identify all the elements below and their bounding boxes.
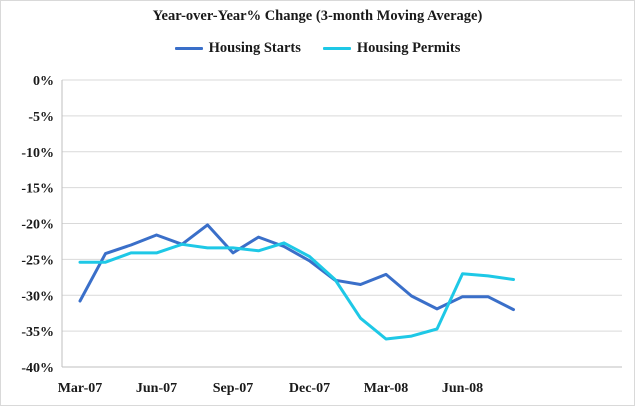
x-tick-label: Dec-07 bbox=[289, 381, 330, 396]
data-point-housing-starts bbox=[435, 307, 439, 311]
data-point-housing-permits bbox=[512, 278, 515, 281]
chart-title: Year-over-Year% Change (3-month Moving A… bbox=[152, 8, 483, 24]
x-tick-label: Jun-07 bbox=[136, 381, 177, 396]
data-point-housing-starts bbox=[410, 294, 413, 298]
y-tick-label: -40% bbox=[21, 361, 54, 376]
data-point-housing-permits bbox=[282, 241, 286, 245]
data-point-housing-starts bbox=[257, 235, 260, 239]
data-point-housing-starts bbox=[206, 223, 209, 227]
y-tick-label: -10% bbox=[21, 146, 54, 161]
data-point-housing-starts bbox=[308, 259, 311, 263]
y-tick-label: -35% bbox=[21, 325, 54, 340]
data-point-housing-permits bbox=[257, 249, 260, 252]
data-point-housing-permits bbox=[104, 261, 107, 264]
axes bbox=[61, 80, 622, 368]
x-tick-label: Mar-08 bbox=[364, 381, 409, 396]
x-tick-label: Sep-07 bbox=[213, 381, 253, 396]
legend-entry-housing-permits: Housing Permits bbox=[322, 40, 461, 57]
data-point-housing-permits bbox=[155, 251, 158, 255]
x-tick-label: Jun-08 bbox=[442, 381, 483, 396]
data-point-housing-permits bbox=[78, 261, 82, 264]
y-tick-label: -5% bbox=[28, 110, 54, 125]
data-point-housing-starts bbox=[461, 295, 464, 298]
data-point-housing-permits bbox=[129, 251, 133, 255]
data-point-housing-permits bbox=[180, 243, 184, 246]
series-lines bbox=[78, 223, 515, 341]
x-tick-label: Mar-07 bbox=[58, 381, 103, 396]
y-tick-label: -25% bbox=[21, 253, 54, 268]
data-point-housing-permits bbox=[435, 327, 439, 331]
chart-legend: Housing Starts Housing Permits bbox=[0, 40, 635, 57]
data-point-housing-permits bbox=[231, 246, 235, 250]
data-point-housing-permits bbox=[308, 255, 311, 258]
data-point-housing-starts bbox=[78, 299, 82, 303]
data-point-housing-permits bbox=[359, 317, 362, 320]
data-point-housing-starts bbox=[359, 283, 362, 286]
series-line-housing-permits bbox=[78, 241, 515, 341]
data-point-housing-permits bbox=[384, 337, 388, 341]
data-point-housing-starts bbox=[282, 245, 286, 248]
data-point-housing-starts bbox=[129, 243, 133, 247]
y-tick-label: -15% bbox=[21, 182, 54, 197]
legend-label-housing-starts: Housing Starts bbox=[208, 40, 301, 56]
data-point-housing-starts bbox=[155, 233, 158, 237]
data-point-housing-permits bbox=[333, 278, 337, 281]
legend-swatch-housing-permits bbox=[322, 47, 351, 50]
data-point-housing-permits bbox=[486, 274, 490, 278]
gridlines bbox=[62, 79, 622, 332]
legend-entry-housing-starts: Housing Starts bbox=[174, 40, 301, 57]
x-tick-labels: Mar-07 Jun-07 Sep-07 Dec-07 Mar-08 Jun-08 bbox=[58, 381, 483, 396]
y-tick-label: -30% bbox=[21, 289, 54, 304]
data-point-housing-starts bbox=[231, 251, 235, 255]
y-tick-label: 0% bbox=[33, 74, 54, 89]
legend-label-housing-permits: Housing Permits bbox=[356, 40, 461, 56]
data-point-housing-permits bbox=[410, 334, 413, 338]
y-tick-labels: 0% -5% -10% -15% -20% -25% -30% -35% -40% bbox=[21, 74, 54, 376]
data-point-housing-starts bbox=[104, 252, 107, 255]
data-point-housing-permits bbox=[461, 272, 464, 275]
series-line-housing-starts bbox=[78, 223, 515, 312]
legend-swatch-housing-starts bbox=[174, 47, 203, 50]
data-point-housing-starts bbox=[384, 273, 388, 276]
data-point-housing-permits bbox=[206, 246, 209, 250]
y-tick-label: -20% bbox=[21, 218, 54, 233]
data-point-housing-starts bbox=[486, 295, 490, 298]
data-point-housing-starts bbox=[512, 308, 515, 311]
